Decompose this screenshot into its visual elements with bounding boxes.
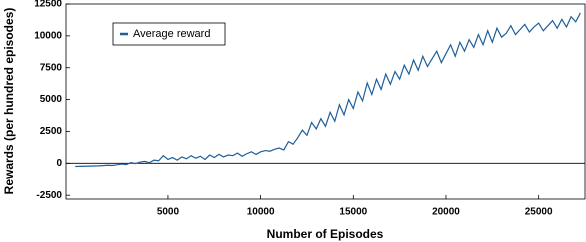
y-tick-label: 7500 — [40, 62, 63, 73]
x-tick-label: 5000 — [157, 207, 180, 218]
plot-frame — [65, 3, 586, 200]
legend-label: Average reward — [133, 28, 210, 40]
y-tick-label: 2500 — [40, 126, 63, 137]
x-tick-label: 25000 — [525, 207, 553, 218]
y-tick-label: -2500 — [36, 190, 62, 201]
series-line — [75, 12, 581, 168]
x-tick-label: 10000 — [247, 207, 275, 218]
y-tick-label: 10000 — [34, 31, 62, 42]
y-axis-label: Rewards (per hundred episodes) — [2, 8, 16, 195]
legend-box — [112, 22, 226, 46]
x-tick-label: 20000 — [432, 207, 460, 218]
x-tick-label: 15000 — [339, 207, 367, 218]
x-axis-label: Number of Episodes — [267, 227, 384, 241]
y-tick-label: 5000 — [40, 94, 63, 105]
y-tick-label: 12500 — [34, 0, 62, 10]
y-tick-label: 0 — [56, 158, 62, 169]
